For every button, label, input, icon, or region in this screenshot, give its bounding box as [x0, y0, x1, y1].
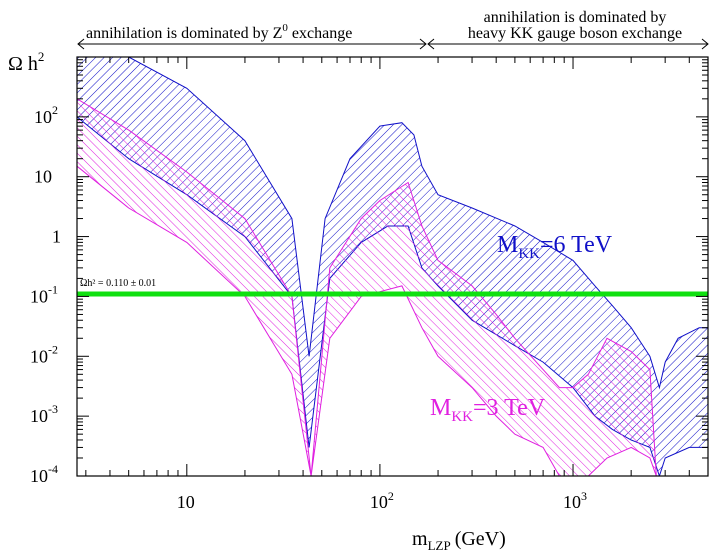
annotation-right-line1: annihilation is dominated by — [484, 9, 667, 26]
y-tick-label: 10-3 — [30, 402, 58, 426]
plot-area — [77, 57, 708, 476]
svg-text:annihilation is dominated by Z: annihilation is dominated by Z0 exchange — [86, 22, 352, 42]
y-tick-label: 1 — [52, 227, 61, 247]
annotation-left-sup: 0 — [282, 22, 288, 34]
x-axis-title-text: m — [412, 528, 428, 550]
series-label-3tev: MKK=3 TeV — [430, 395, 546, 425]
x-tick-label: 102 — [370, 489, 394, 512]
y-tick-label: 10-4 — [30, 462, 58, 486]
y-axis-title: Ω h2 — [8, 49, 44, 75]
x-axis-title: mLZP (GeV) — [412, 528, 506, 553]
x-axis-title-unit: (GeV) — [455, 528, 506, 550]
x-tick-label: 10 — [177, 492, 195, 512]
y-tick-label: 10 — [34, 167, 52, 187]
annotation-left-text: annihilation is dominated by Z — [86, 25, 282, 42]
y-axis-title-sup: 2 — [38, 49, 45, 64]
y-tick-label: 10-1 — [30, 282, 58, 306]
band-mkk-3tev — [77, 98, 657, 476]
annotation-right-line2: heavy KK gauge boson exchange — [468, 25, 682, 42]
annotation-left-tail: exchange — [288, 25, 352, 42]
series-label-6tev: MKK=6 TeV — [497, 232, 613, 262]
top-annotation-left: annihilation is dominated by Z0 exchange — [77, 22, 427, 50]
x-axis-title-sub: LZP — [428, 538, 451, 553]
x-tick-label: 103 — [563, 489, 587, 512]
plot-frame — [76, 56, 709, 477]
y-axis-title-text: Ω h — [8, 53, 38, 75]
top-annotation-right: annihilation is dominated by heavy KK ga… — [427, 9, 709, 50]
band-label: Ωh² = 0.110 ± 0.01 — [80, 278, 156, 289]
y-tick-label: 10-2 — [30, 342, 58, 366]
axis-ticks — [77, 57, 709, 477]
y-tick-label: 102 — [34, 103, 58, 127]
